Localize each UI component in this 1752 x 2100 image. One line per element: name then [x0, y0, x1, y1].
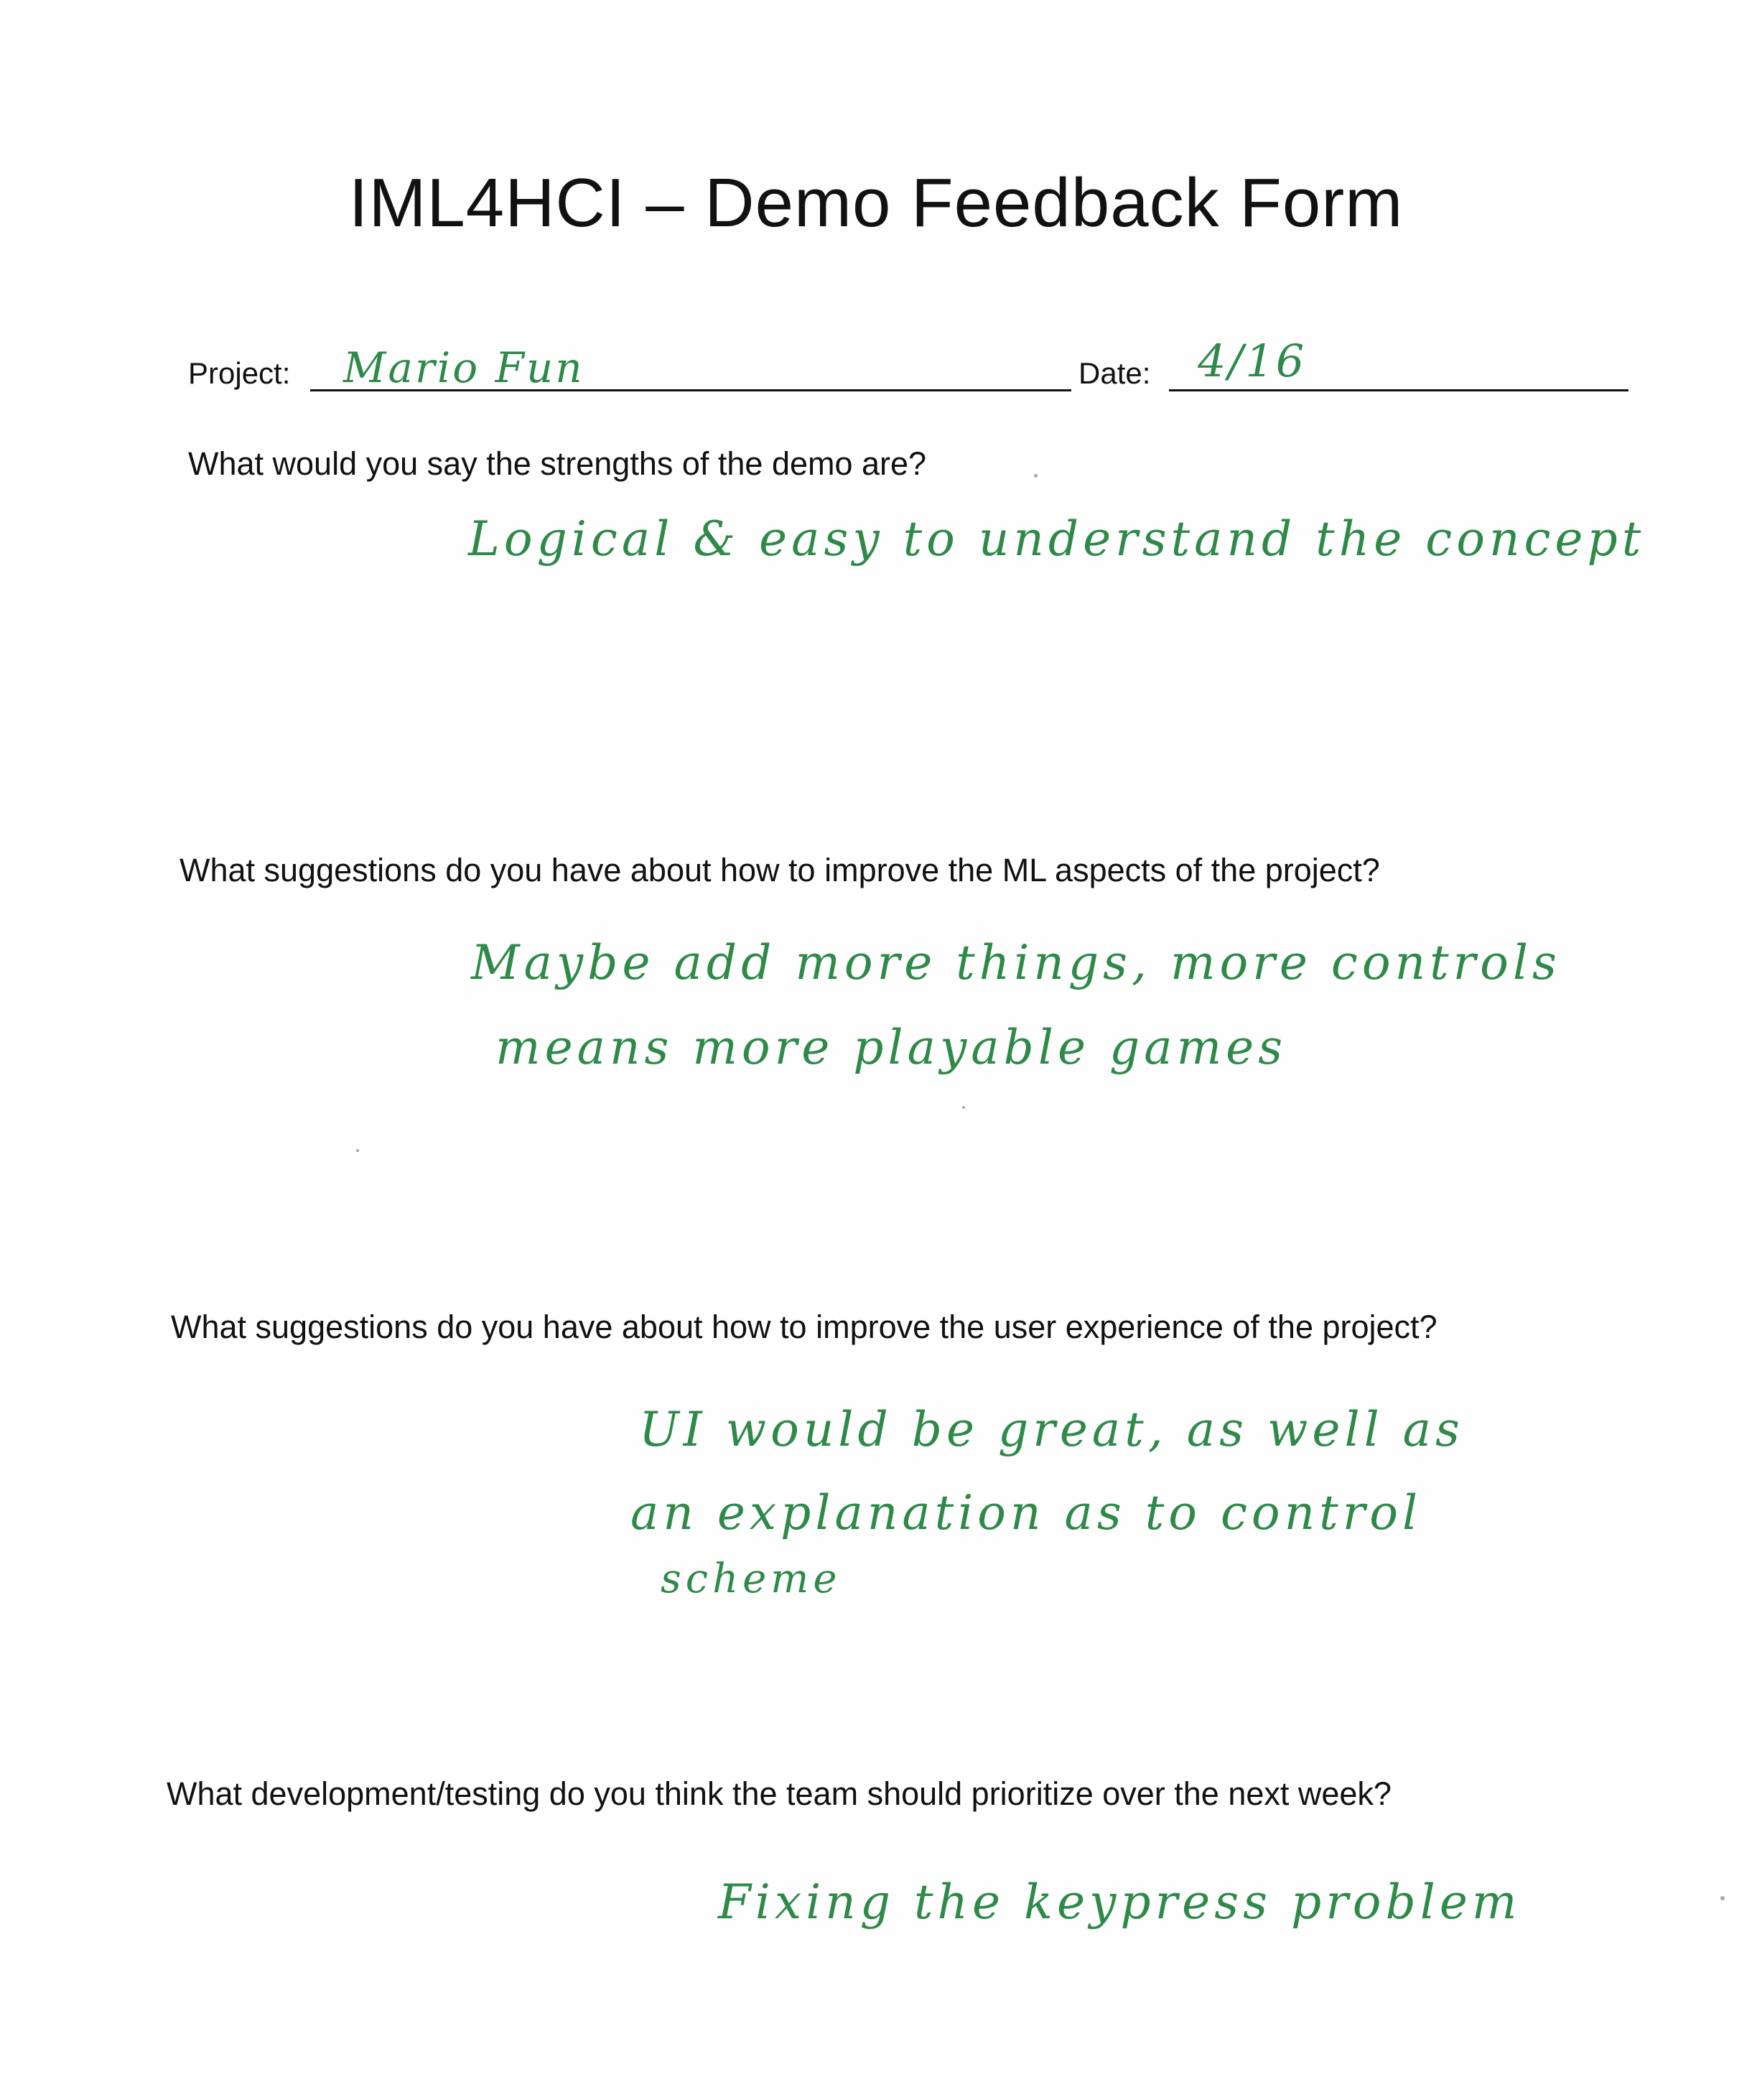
question-strengths: What would you say the strengths of the …	[188, 445, 927, 482]
date-label: Date:	[1078, 356, 1151, 390]
answer-strengths-line-1: Logical & easy to understand the concept	[468, 511, 1646, 567]
date-underline	[1169, 389, 1628, 391]
answer-next-week-line-1: Fixing the keypress problem	[718, 1874, 1522, 1930]
project-underline	[310, 389, 1071, 391]
scan-speck	[1034, 474, 1038, 478]
scan-speck	[356, 1149, 359, 1152]
answer-ml-aspects-line-1: Maybe add more things, more controls	[471, 935, 1561, 990]
project-value: Mario Fun	[343, 343, 584, 392]
question-user-experience: What suggestions do you have about how t…	[171, 1309, 1438, 1345]
question-ml-aspects: What suggestions do you have about how t…	[180, 852, 1380, 888]
form-title: IML4HCI – Demo Feedback Form	[348, 164, 1404, 241]
project-label: Project:	[188, 356, 291, 390]
scan-speck	[962, 1106, 965, 1109]
answer-user-experience-line-3: scheme	[661, 1556, 842, 1602]
answer-ml-aspects-line-2: means more playable games	[495, 1020, 1287, 1075]
question-next-week: What development/testing do you think th…	[167, 1775, 1392, 1812]
date-value: 4/16	[1198, 335, 1307, 387]
answer-user-experience-line-2: an explanation as to control	[630, 1485, 1422, 1541]
answer-user-experience-line-1: UI would be great, as well as	[639, 1402, 1464, 1457]
scan-speck	[1720, 1896, 1725, 1900]
